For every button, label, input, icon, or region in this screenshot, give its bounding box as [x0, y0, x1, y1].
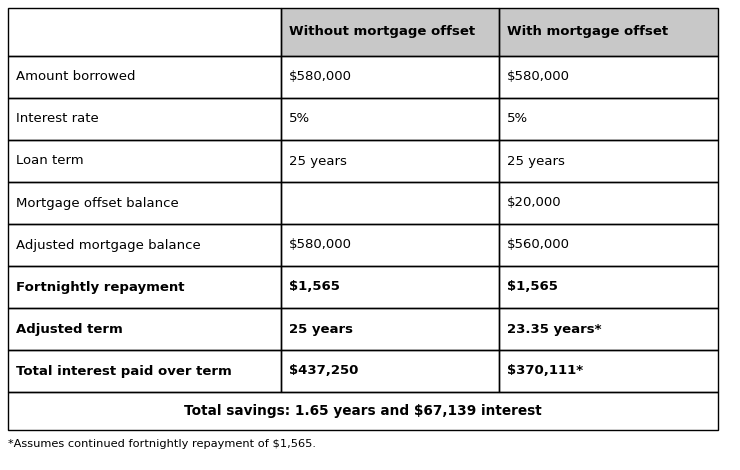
- Bar: [281, 182, 500, 224]
- Text: Interest rate: Interest rate: [16, 112, 98, 125]
- Text: Adjusted term: Adjusted term: [16, 322, 123, 336]
- Bar: [8, 266, 281, 308]
- Text: $1,565: $1,565: [508, 281, 558, 293]
- Bar: [281, 308, 500, 350]
- Bar: [500, 266, 718, 308]
- Text: Mortgage offset balance: Mortgage offset balance: [16, 196, 179, 210]
- Bar: [500, 56, 718, 98]
- Text: $560,000: $560,000: [508, 238, 571, 251]
- Bar: [281, 350, 500, 392]
- Bar: [281, 98, 500, 140]
- Text: Fortnightly repayment: Fortnightly repayment: [16, 281, 184, 293]
- Text: Without mortgage offset: Without mortgage offset: [289, 25, 476, 39]
- Bar: [8, 182, 281, 224]
- Text: 25 years: 25 years: [289, 322, 354, 336]
- Text: Loan term: Loan term: [16, 155, 84, 167]
- Text: Total savings: 1.65 years and $67,139 interest: Total savings: 1.65 years and $67,139 in…: [184, 404, 542, 418]
- Bar: [500, 224, 718, 266]
- Text: 23.35 years*: 23.35 years*: [508, 322, 602, 336]
- Text: Total interest paid over term: Total interest paid over term: [16, 365, 232, 377]
- Text: 25 years: 25 years: [289, 155, 347, 167]
- Bar: [500, 140, 718, 182]
- Bar: [281, 140, 500, 182]
- Bar: [500, 350, 718, 392]
- Bar: [281, 8, 500, 56]
- Bar: [8, 392, 718, 430]
- Text: With mortgage offset: With mortgage offset: [508, 25, 668, 39]
- Bar: [8, 224, 281, 266]
- Bar: [281, 8, 500, 56]
- Bar: [281, 266, 500, 308]
- Bar: [500, 8, 718, 56]
- Bar: [281, 56, 500, 98]
- Bar: [8, 8, 281, 56]
- Text: 5%: 5%: [508, 112, 528, 125]
- Bar: [8, 350, 281, 392]
- Text: $1,565: $1,565: [289, 281, 340, 293]
- Text: $20,000: $20,000: [508, 196, 562, 210]
- Bar: [500, 8, 718, 56]
- Text: *Assumes continued fortnightly repayment of $1,565.: *Assumes continued fortnightly repayment…: [8, 439, 316, 449]
- Text: $370,111*: $370,111*: [508, 365, 583, 377]
- Text: $580,000: $580,000: [289, 238, 352, 251]
- Bar: [8, 308, 281, 350]
- Text: $580,000: $580,000: [289, 70, 352, 84]
- Text: 5%: 5%: [289, 112, 311, 125]
- Bar: [500, 308, 718, 350]
- Bar: [500, 182, 718, 224]
- Text: $437,250: $437,250: [289, 365, 359, 377]
- Text: Adjusted mortgage balance: Adjusted mortgage balance: [16, 238, 201, 251]
- Bar: [500, 98, 718, 140]
- Text: $580,000: $580,000: [508, 70, 571, 84]
- Bar: [281, 224, 500, 266]
- Text: 25 years: 25 years: [508, 155, 565, 167]
- Bar: [8, 140, 281, 182]
- Text: Amount borrowed: Amount borrowed: [16, 70, 135, 84]
- Bar: [8, 98, 281, 140]
- Bar: [8, 56, 281, 98]
